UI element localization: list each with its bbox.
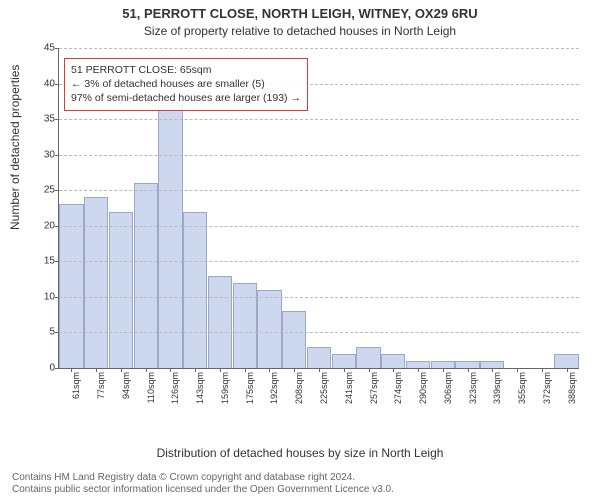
y-axis-label: Number of detached properties	[8, 65, 22, 230]
x-tick-label: 192sqm	[269, 372, 279, 404]
x-tick-label: 110sqm	[146, 372, 156, 403]
annotation-line: 51 PERROTT CLOSE: 65sqm	[71, 63, 301, 77]
x-axis-label: Distribution of detached houses by size …	[0, 446, 600, 460]
x-tick-label: 126sqm	[170, 372, 180, 404]
x-tick-label: 372sqm	[542, 372, 552, 404]
credits-line-1: Contains HM Land Registry data © Crown c…	[12, 472, 394, 484]
bar	[480, 361, 504, 368]
y-tick-label: 0	[49, 363, 55, 374]
y-tick-mark	[55, 190, 59, 191]
bar	[381, 354, 405, 368]
gridline	[59, 261, 579, 262]
gridline	[59, 190, 579, 191]
y-tick-label: 35	[44, 114, 55, 125]
y-tick-mark	[55, 332, 59, 333]
y-tick-mark	[55, 297, 59, 298]
x-tick-label: 323sqm	[468, 372, 478, 404]
bar	[109, 212, 133, 368]
x-tick-label: 241sqm	[344, 372, 354, 404]
bar	[554, 354, 578, 368]
credits: Contains HM Land Registry data © Crown c…	[12, 472, 394, 496]
x-tick-label: 225sqm	[319, 372, 329, 404]
credits-line-2: Contains public sector information licen…	[12, 484, 394, 496]
bar	[59, 204, 83, 368]
x-tick-label: 208sqm	[294, 372, 304, 404]
x-tick-label: 175sqm	[245, 372, 255, 404]
bar	[455, 361, 479, 368]
page-subtitle: Size of property relative to detached ho…	[0, 24, 600, 38]
x-tick-label: 306sqm	[443, 372, 453, 404]
x-tick-label: 274sqm	[393, 372, 403, 404]
annotation-line: ← 3% of detached houses are smaller (5)	[71, 77, 301, 91]
page-title: 51, PERROTT CLOSE, NORTH LEIGH, WITNEY, …	[0, 6, 600, 21]
x-tick-label: 94sqm	[121, 372, 131, 399]
bar	[282, 311, 306, 368]
bar	[307, 347, 331, 368]
bar	[356, 347, 380, 368]
x-tick-label: 159sqm	[220, 372, 230, 404]
y-tick-mark	[55, 368, 59, 369]
x-tick-label: 355sqm	[517, 372, 527, 404]
y-tick-mark	[55, 84, 59, 85]
gridline	[59, 297, 579, 298]
gridline	[59, 155, 579, 156]
y-tick-mark	[55, 261, 59, 262]
bar	[257, 290, 281, 368]
y-tick-mark	[55, 226, 59, 227]
y-tick-label: 25	[44, 185, 55, 196]
y-tick-label: 10	[44, 291, 55, 302]
gridline	[59, 226, 579, 227]
x-tick-label: 143sqm	[195, 372, 205, 404]
y-tick-mark	[55, 48, 59, 49]
x-tick-label: 77sqm	[96, 372, 106, 399]
x-tick-label: 388sqm	[567, 372, 577, 404]
x-tick-label: 61sqm	[71, 372, 81, 399]
gridline	[59, 332, 579, 333]
bar	[183, 212, 207, 368]
x-tick-label: 257sqm	[369, 372, 379, 404]
annotation-box: 51 PERROTT CLOSE: 65sqm← 3% of detached …	[64, 58, 308, 111]
bar	[406, 361, 430, 368]
y-tick-label: 15	[44, 256, 55, 267]
x-tick-label: 290sqm	[418, 372, 428, 404]
bar	[208, 276, 232, 368]
y-tick-label: 30	[44, 149, 55, 160]
bar	[158, 105, 182, 368]
annotation-line: 97% of semi-detached houses are larger (…	[71, 91, 301, 105]
gridline	[59, 119, 579, 120]
y-tick-label: 20	[44, 220, 55, 231]
bar	[134, 183, 158, 368]
bar	[233, 283, 257, 368]
y-tick-label: 45	[44, 43, 55, 54]
bar	[332, 354, 356, 368]
bar	[431, 361, 455, 368]
y-tick-mark	[55, 119, 59, 120]
x-tick-label: 339sqm	[492, 372, 502, 404]
y-tick-mark	[55, 155, 59, 156]
gridline	[59, 48, 579, 49]
y-tick-label: 5	[49, 327, 55, 338]
bar	[84, 197, 108, 368]
y-tick-label: 40	[44, 78, 55, 89]
